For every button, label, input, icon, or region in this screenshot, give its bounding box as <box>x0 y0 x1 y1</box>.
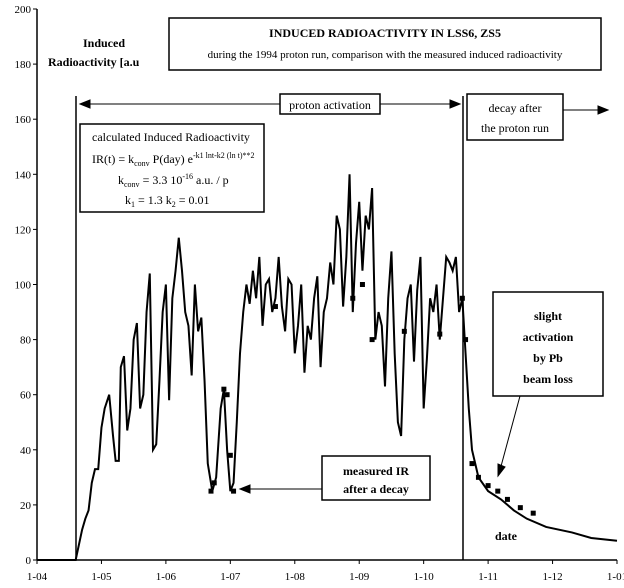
annotation: proton activation <box>289 98 371 112</box>
annotation: activation <box>523 330 574 344</box>
measured-point <box>359 282 365 287</box>
annotation: measured IR <box>343 464 409 478</box>
annotation: after a decay <box>343 482 409 496</box>
formula-part: conv <box>124 180 140 189</box>
y-label: Induced <box>83 36 125 50</box>
y-tick-label: 160 <box>15 114 32 126</box>
calculated-line <box>37 174 618 561</box>
formula-part: = 0.01 <box>176 193 210 207</box>
formula-part: a.u. / p <box>193 173 229 187</box>
measured-point <box>401 328 407 334</box>
measured-point <box>517 505 523 511</box>
y-tick-label: 40 <box>20 445 32 457</box>
measured-box <box>321 455 431 501</box>
x-tick-label: 1-10 <box>414 571 435 583</box>
measured-point <box>272 304 278 310</box>
arrow <box>499 395 521 471</box>
arrowhead <box>597 105 610 115</box>
formula: k1 = 1.3 k2 = 0.01 <box>125 193 210 209</box>
x-label: date <box>495 529 518 543</box>
x-tick-label: 1-09 <box>349 571 370 583</box>
arrowhead <box>449 99 462 109</box>
x-tick-label: 1-11 <box>478 571 498 583</box>
x-tick-label: 1-04 <box>27 571 48 583</box>
y-tick-label: 20 <box>20 500 32 512</box>
x-tick-label: 1-05 <box>91 571 112 583</box>
texts: INDUCED RADIOACTIVITY IN LSS6, ZS5 durin… <box>48 26 574 543</box>
y-tick-label: 60 <box>20 390 32 402</box>
annotation: by Pb <box>533 351 563 365</box>
measured-point <box>350 295 356 301</box>
title-box <box>168 17 602 71</box>
x-tick-label: 1-08 <box>285 571 306 583</box>
annotation: beam loss <box>523 372 573 386</box>
formula-part: -k1 lnt-k2 (ln t)**2 <box>193 151 255 160</box>
x-tick-label: 1-06 <box>156 571 177 583</box>
formula-part: 1 <box>131 200 135 209</box>
y-label: Radioactivity [a.u <box>48 55 140 69</box>
x-tick-label: 1-07 <box>220 571 241 583</box>
arrowhead <box>78 99 91 109</box>
measured-point <box>231 488 237 494</box>
annotation: the proton run <box>481 121 549 135</box>
formula-part: -16 <box>182 172 193 181</box>
arrowhead <box>497 463 506 478</box>
pb-box <box>492 291 604 397</box>
measured-point <box>495 488 501 494</box>
y-tick-label: 80 <box>20 335 32 347</box>
annotation: calculated Induced Radioactivity <box>92 130 250 144</box>
formula: kconv = 3.3 10-16 a.u. / p <box>118 172 229 189</box>
subtitle: during the 1994 proton run, comparison w… <box>208 49 563 61</box>
measured-point <box>227 452 233 458</box>
measured-point <box>221 386 227 392</box>
measured-point <box>469 461 475 467</box>
y-tick-label: 140 <box>15 169 32 181</box>
x-tick-label: 1-01 <box>607 571 624 583</box>
measured-point <box>504 496 510 502</box>
formula-part: = 1.3 k <box>135 193 172 207</box>
y-tick-label: 100 <box>15 280 32 292</box>
measured-point <box>208 488 214 494</box>
formula-part: = 3.3 10 <box>140 173 183 187</box>
measured-point <box>475 474 481 480</box>
y-tick-label: 180 <box>15 59 32 71</box>
measured-point <box>530 510 536 516</box>
decay-box <box>466 93 564 141</box>
formula-part: P(day) e <box>150 152 193 166</box>
x-tick-label: 1-12 <box>542 571 562 583</box>
annotation: slight <box>534 309 562 323</box>
formula-box <box>79 123 265 213</box>
measured-point <box>211 480 217 486</box>
formula: IR(t) = kconv P(day) e-k1 lnt-k2 (ln t)*… <box>92 151 255 168</box>
y-tick-label: 120 <box>15 224 32 236</box>
formula-part: k <box>118 173 124 187</box>
arrowhead <box>238 484 251 494</box>
measured-point <box>463 337 469 343</box>
formula-part: IR(t) = k <box>92 152 134 166</box>
title: INDUCED RADIOACTIVITY IN LSS6, ZS5 <box>269 26 501 40</box>
measured-point <box>437 331 443 337</box>
annotations <box>75 17 610 560</box>
formula-part: k <box>125 193 131 207</box>
measured-point <box>224 392 230 398</box>
measured-point <box>369 337 375 343</box>
formula-part: 2 <box>172 200 176 209</box>
annotation: decay after <box>489 101 542 115</box>
formula-part: conv <box>134 159 150 168</box>
measured-point <box>485 483 491 489</box>
y-tick-label: 0 <box>26 555 32 567</box>
y-tick-label: 200 <box>15 4 32 16</box>
